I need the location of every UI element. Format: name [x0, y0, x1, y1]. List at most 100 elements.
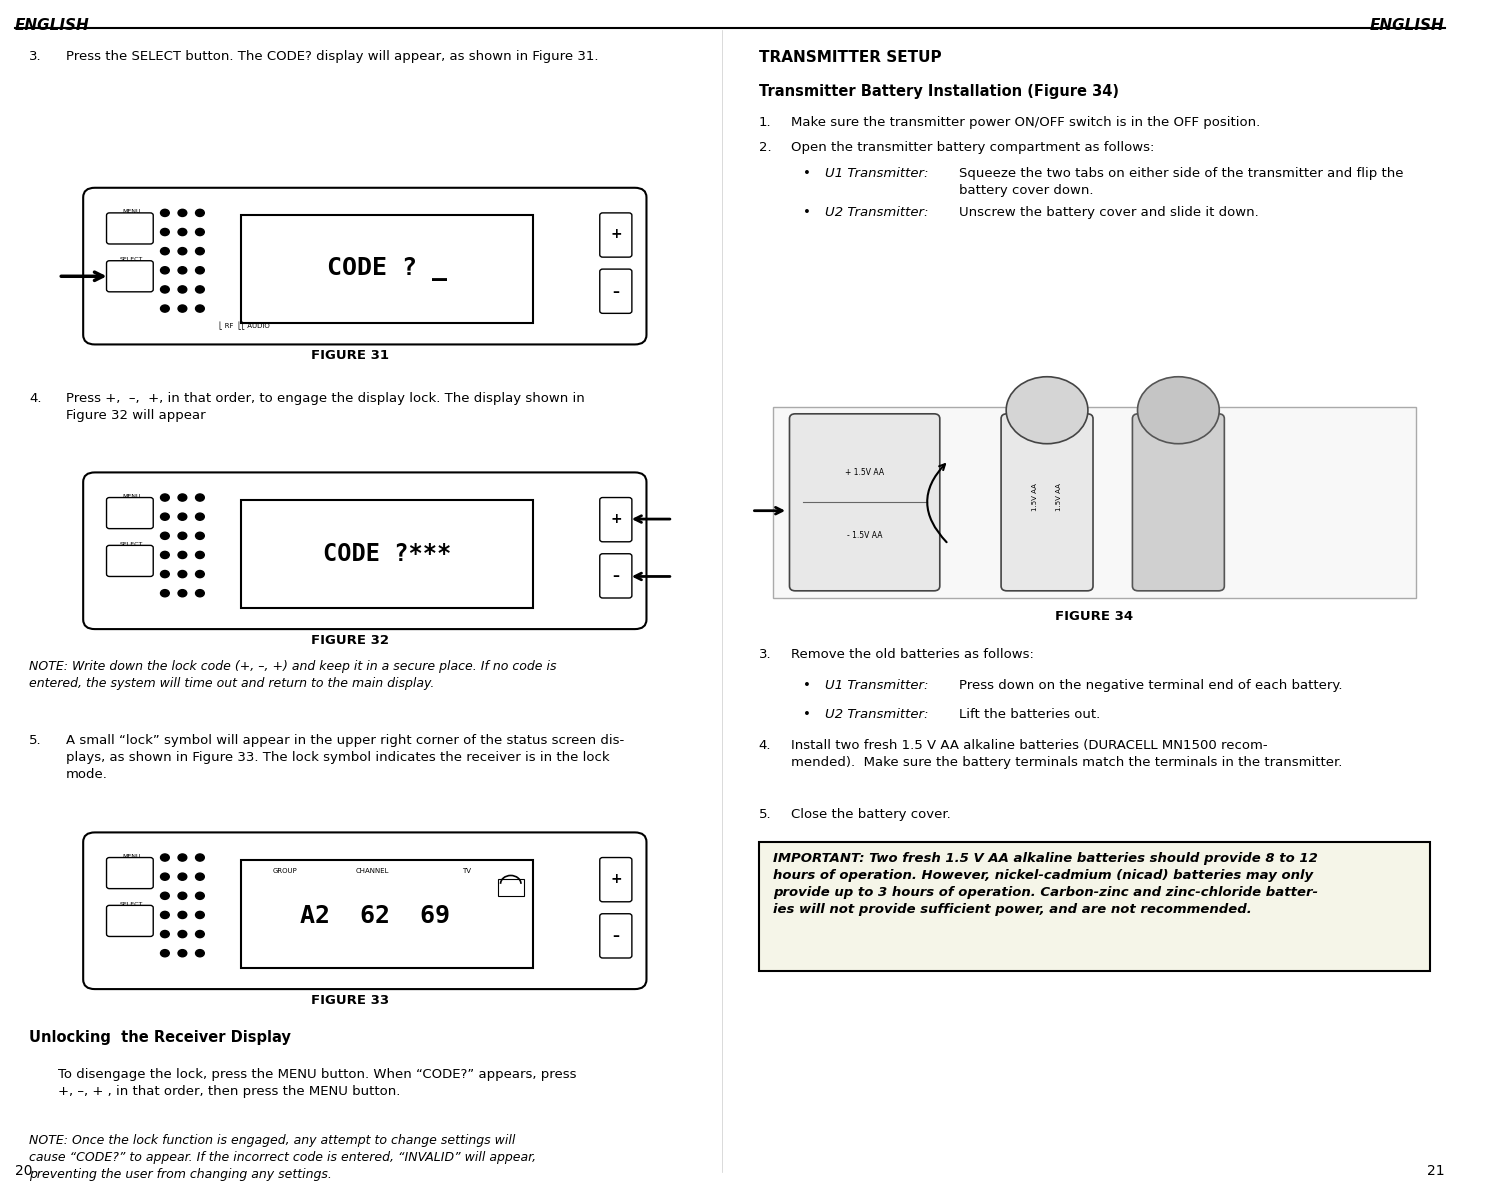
Text: 5.: 5.: [29, 734, 42, 748]
Text: +: +: [611, 512, 621, 526]
Text: FIGURE 34: FIGURE 34: [1056, 610, 1134, 623]
FancyBboxPatch shape: [773, 407, 1415, 598]
FancyBboxPatch shape: [241, 860, 532, 968]
Text: CODE ? _: CODE ? _: [326, 257, 447, 281]
Circle shape: [1137, 377, 1220, 444]
Circle shape: [196, 873, 205, 880]
Circle shape: [196, 209, 205, 216]
FancyBboxPatch shape: [107, 905, 153, 936]
Circle shape: [177, 494, 186, 501]
Text: ⎣ RF  ⎣⎣ AUDIO: ⎣ RF ⎣⎣ AUDIO: [220, 322, 269, 330]
Text: - 1.5V AA: - 1.5V AA: [847, 531, 883, 541]
Text: ENGLISH: ENGLISH: [15, 18, 89, 33]
Text: +: +: [611, 227, 621, 242]
Text: Close the battery cover.: Close the battery cover.: [791, 808, 951, 822]
Text: ENGLISH: ENGLISH: [1370, 18, 1445, 33]
Text: GROUP: GROUP: [272, 868, 296, 874]
Circle shape: [177, 911, 186, 919]
Text: +: +: [611, 872, 621, 886]
Circle shape: [161, 209, 170, 216]
Circle shape: [177, 209, 186, 216]
Circle shape: [196, 854, 205, 861]
Circle shape: [196, 305, 205, 312]
Circle shape: [161, 930, 170, 938]
Text: MENU: MENU: [122, 209, 140, 214]
Text: U1 Transmitter:: U1 Transmitter:: [824, 167, 928, 181]
Text: 3.: 3.: [29, 50, 42, 63]
Circle shape: [196, 892, 205, 899]
Circle shape: [196, 551, 205, 559]
Circle shape: [177, 248, 186, 255]
Text: 5.: 5.: [760, 808, 772, 822]
Text: Lift the batteries out.: Lift the batteries out.: [958, 708, 1099, 721]
FancyBboxPatch shape: [107, 261, 153, 292]
Text: NOTE: Once the lock function is engaged, any attempt to change settings will
cau: NOTE: Once the lock function is engaged,…: [29, 1134, 537, 1180]
FancyBboxPatch shape: [1002, 414, 1093, 591]
Circle shape: [196, 494, 205, 501]
Text: SELECT: SELECT: [120, 542, 143, 547]
Circle shape: [177, 854, 186, 861]
Text: MENU: MENU: [122, 854, 140, 859]
Text: Make sure the transmitter power ON/OFF switch is in the OFF position.: Make sure the transmitter power ON/OFF s…: [791, 116, 1260, 129]
FancyBboxPatch shape: [790, 414, 940, 591]
Circle shape: [161, 305, 170, 312]
Text: •: •: [803, 206, 811, 219]
Text: 4.: 4.: [760, 739, 772, 752]
Circle shape: [196, 590, 205, 597]
Text: To disengage the lock, press the MENU button. When “CODE?” appears, press
+, –, : To disengage the lock, press the MENU bu…: [59, 1068, 578, 1098]
FancyBboxPatch shape: [760, 842, 1430, 971]
Text: TRANSMITTER SETUP: TRANSMITTER SETUP: [760, 50, 942, 66]
Text: Remove the old batteries as follows:: Remove the old batteries as follows:: [791, 648, 1033, 661]
Text: IMPORTANT: Two fresh 1.5 V AA alkaline batteries should provide 8 to 12
hours of: IMPORTANT: Two fresh 1.5 V AA alkaline b…: [773, 852, 1319, 916]
FancyBboxPatch shape: [107, 545, 153, 576]
FancyBboxPatch shape: [241, 500, 532, 608]
Circle shape: [161, 513, 170, 520]
FancyBboxPatch shape: [600, 213, 632, 257]
Circle shape: [177, 305, 186, 312]
Text: –: –: [612, 929, 620, 944]
Text: Open the transmitter battery compartment as follows:: Open the transmitter battery compartment…: [791, 141, 1154, 154]
FancyBboxPatch shape: [83, 472, 647, 629]
FancyBboxPatch shape: [83, 188, 647, 344]
Text: 2.: 2.: [760, 141, 772, 154]
Circle shape: [177, 532, 186, 539]
Text: CODE ?***: CODE ?***: [322, 542, 451, 566]
Circle shape: [196, 930, 205, 938]
FancyBboxPatch shape: [600, 498, 632, 542]
Text: 20: 20: [15, 1164, 32, 1178]
FancyBboxPatch shape: [107, 858, 153, 889]
Circle shape: [161, 570, 170, 578]
Text: 21: 21: [1427, 1164, 1445, 1178]
Text: Install two fresh 1.5 V AA alkaline batteries (DURACELL MN1500 recom-
mended).  : Install two fresh 1.5 V AA alkaline batt…: [791, 739, 1342, 769]
Circle shape: [196, 950, 205, 957]
Circle shape: [196, 532, 205, 539]
Circle shape: [177, 513, 186, 520]
Circle shape: [177, 286, 186, 293]
Text: Squeeze the two tabs on either side of the transmitter and flip the
battery cove: Squeeze the two tabs on either side of t…: [958, 167, 1403, 197]
Text: SELECT: SELECT: [120, 902, 143, 907]
Circle shape: [161, 911, 170, 919]
Circle shape: [161, 892, 170, 899]
Circle shape: [177, 892, 186, 899]
Circle shape: [196, 267, 205, 274]
Text: 1.5V AA: 1.5V AA: [1032, 483, 1038, 512]
Circle shape: [161, 532, 170, 539]
Circle shape: [196, 911, 205, 919]
Circle shape: [161, 950, 170, 957]
Text: SELECT: SELECT: [120, 257, 143, 262]
Text: Unlocking  the Receiver Display: Unlocking the Receiver Display: [29, 1030, 292, 1045]
Text: –: –: [612, 569, 620, 584]
Circle shape: [196, 228, 205, 236]
Circle shape: [161, 248, 170, 255]
Text: 3.: 3.: [760, 648, 772, 661]
Text: U2 Transmitter:: U2 Transmitter:: [824, 708, 928, 721]
FancyBboxPatch shape: [600, 269, 632, 313]
Circle shape: [177, 950, 186, 957]
Text: CHANNEL: CHANNEL: [355, 868, 390, 874]
Text: Unscrew the battery cover and slide it down.: Unscrew the battery cover and slide it d…: [958, 206, 1259, 219]
Circle shape: [161, 494, 170, 501]
Circle shape: [196, 248, 205, 255]
Circle shape: [177, 873, 186, 880]
FancyBboxPatch shape: [241, 215, 532, 323]
Text: FIGURE 32: FIGURE 32: [311, 634, 390, 647]
